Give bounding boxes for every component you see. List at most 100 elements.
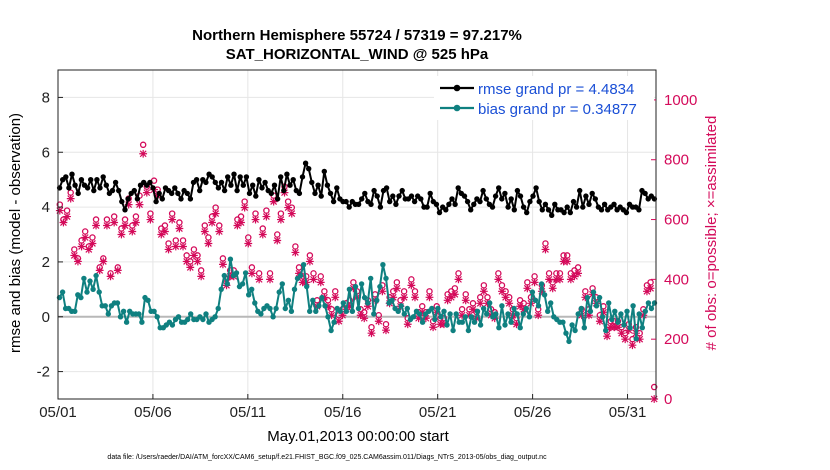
- bias-data-point: [249, 286, 255, 292]
- bias-data-point: [169, 322, 176, 328]
- bias-data-point: [227, 256, 234, 262]
- rmse-data-point: [636, 207, 642, 213]
- obs-assimilated-marker: [545, 275, 553, 284]
- rmse-data-point: [134, 196, 141, 202]
- obs-assimilated-marker: [345, 302, 354, 311]
- rmse-data-point: [499, 196, 505, 202]
- rmse-data-point: [520, 204, 527, 210]
- bias-data-point: [84, 289, 90, 295]
- bias-data-point: [270, 314, 276, 320]
- rmse-data-point: [449, 196, 455, 202]
- bias-data-point: [462, 314, 468, 320]
- bias-data-point: [349, 308, 356, 314]
- bias-data-point: [618, 311, 624, 317]
- bias-data-point: [267, 305, 273, 312]
- bias-data-point: [468, 314, 475, 320]
- obs-assimilated-marker: [389, 293, 398, 302]
- rmse-data-point: [156, 190, 162, 197]
- rmse-data-point: [153, 198, 159, 205]
- obs-assimilated-marker: [476, 299, 485, 308]
- obs-assimilated-marker: [447, 293, 456, 302]
- rmse-data-point: [374, 193, 380, 199]
- x-axis-ticks: 05/01 05/06 05/11 05/16 05/21 05/26 05/31: [39, 394, 646, 421]
- obs-assimilated-marker: [570, 272, 579, 281]
- bias-data-point: [535, 303, 542, 309]
- rmse-data-point: [78, 177, 85, 183]
- rmse-data-point: [193, 177, 200, 183]
- obs-assimilated-marker: [309, 275, 318, 284]
- bias-data-point: [300, 262, 307, 268]
- bias-data-point: [465, 327, 472, 334]
- bias-data-point: [380, 262, 386, 268]
- obs-assimilated-marker: [425, 293, 434, 302]
- bias-data-point: [346, 286, 353, 292]
- x-tick-label: 05/26: [514, 404, 552, 421]
- rmse-data-point: [517, 193, 524, 199]
- bias-data-point: [151, 308, 157, 314]
- bias-data-point: [139, 319, 145, 325]
- rmse-data-point: [477, 198, 483, 205]
- x-tick-label: 05/11: [230, 404, 266, 421]
- obs-assimilated-marker: [284, 203, 293, 212]
- rmse-data-point: [564, 204, 570, 210]
- obs-assimilated-marker: [505, 299, 514, 308]
- bias-data-point: [578, 305, 584, 312]
- rmse-data-point: [175, 190, 181, 197]
- bias-data-point: [96, 289, 102, 295]
- bias-data-point: [447, 311, 453, 317]
- legend-box: [434, 76, 654, 120]
- rmse-data-point: [580, 204, 586, 210]
- rmse-data-point: [443, 207, 449, 213]
- bias-data-point: [291, 286, 298, 292]
- bias-data-point: [371, 311, 377, 317]
- obs-assimilated-marker: [135, 200, 144, 209]
- obs-assimilated-marker: [276, 215, 285, 224]
- rmse-data-point: [147, 179, 153, 186]
- obs-assimilated-marker: [110, 218, 119, 227]
- rmse-data-point: [312, 190, 318, 197]
- rmse-data-point: [69, 171, 75, 177]
- bias-data-point: [185, 316, 191, 323]
- bias-data-point: [340, 300, 346, 306]
- obs-assimilated-marker: [237, 218, 245, 227]
- rmse-data-point: [246, 190, 253, 197]
- obs-assimilated-marker: [59, 218, 68, 227]
- bias-data-point: [624, 308, 630, 314]
- y-axis-ticks: -2 0 2 4 6 8: [37, 89, 63, 381]
- x-tick-label: 05/21: [419, 404, 457, 421]
- obs-assimilated-marker: [523, 284, 532, 293]
- bias-data-point: [203, 311, 209, 317]
- bias-data-point: [361, 294, 368, 301]
- obs-assimilated-marker: [331, 293, 340, 302]
- rmse-data-point: [197, 187, 203, 194]
- rmse-data-point: [281, 187, 287, 194]
- bias-data-point: [105, 311, 112, 317]
- bias-data-point: [480, 305, 487, 312]
- bias-data-point: [120, 308, 127, 314]
- obs-assimilated-marker: [295, 269, 303, 278]
- y2-tick-label: 1000: [664, 92, 697, 109]
- bias-data-point: [612, 308, 618, 314]
- obs-assimilated-marker: [74, 257, 82, 266]
- obs-assimilated-marker: [113, 266, 122, 275]
- bias-data-point: [273, 305, 279, 312]
- obs-assimilated-marker: [219, 260, 227, 269]
- obs-assimilated-marker: [66, 194, 75, 203]
- bias-data-point: [416, 311, 423, 317]
- obs-assimilated-marker: [258, 230, 267, 239]
- bias-data-point: [520, 311, 526, 317]
- bias-data-point: [145, 297, 151, 303]
- rmse-data-point: [125, 196, 131, 202]
- bias-data-point: [276, 289, 282, 295]
- rmse-data-point: [237, 174, 243, 180]
- obs-assimilated-marker: [171, 242, 180, 251]
- bias-data-point: [188, 311, 194, 317]
- rmse-data-point: [436, 209, 443, 216]
- bias-data-point: [279, 281, 285, 287]
- bias-data-point: [59, 289, 66, 295]
- rmse-data-point: [377, 204, 384, 210]
- obs-assimilated-marker: [418, 308, 427, 317]
- rmse-data-point: [418, 196, 424, 202]
- rmse-data-point: [159, 196, 165, 202]
- rmse-data-point: [567, 209, 573, 216]
